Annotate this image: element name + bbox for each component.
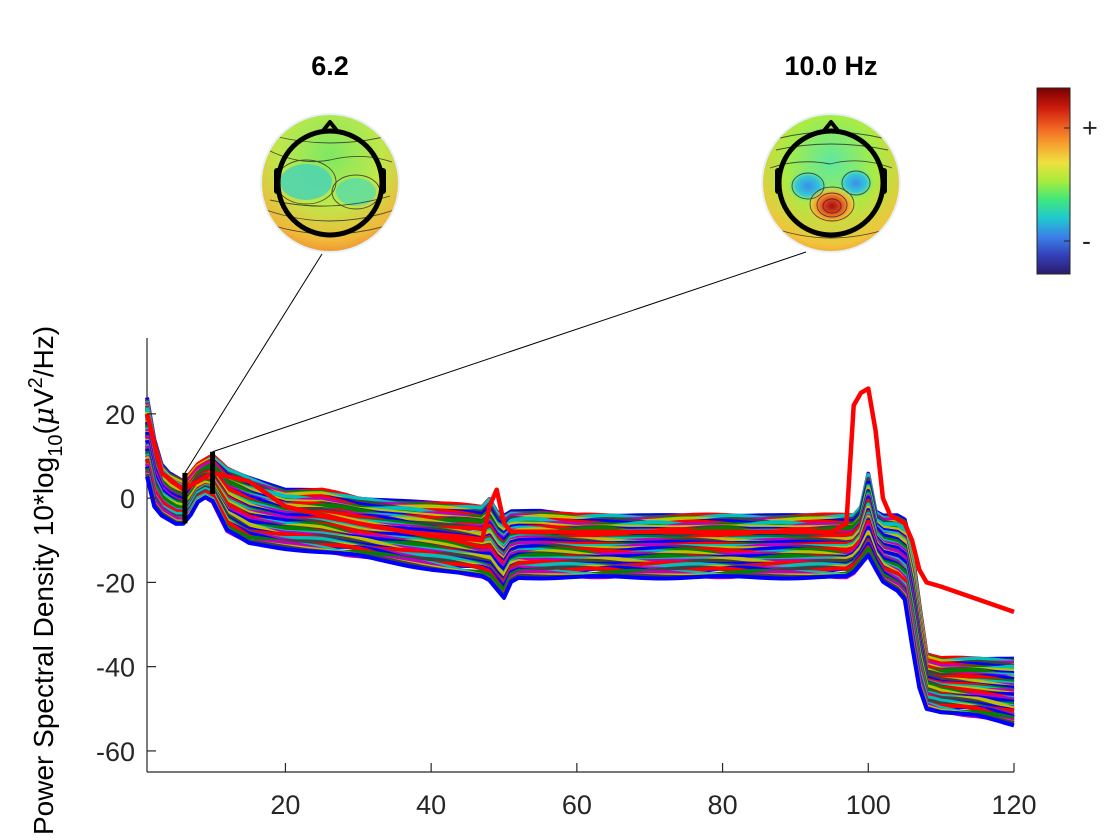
psd-channel-line [145, 476, 1015, 728]
topoplot-6-2: 6.2 [260, 51, 400, 253]
y-tick-label: 20 [105, 400, 135, 430]
x-tick-label: 40 [416, 790, 446, 820]
topoplot-title-10-0-hz: 10.0 Hz [784, 51, 877, 81]
y-axis-label-v: V [28, 388, 59, 407]
colorbar-minus-label: - [1082, 226, 1091, 256]
y-axis-label-open: ( [28, 425, 59, 435]
y-axis-label-sup: 2 [25, 377, 47, 388]
y-tick-label: -20 [96, 568, 135, 598]
colorbar-fill [1036, 87, 1071, 275]
y-axis-label-close: /Hz) [28, 326, 59, 377]
x-ticks: 20 40 60 80 100 120 [270, 763, 1037, 820]
freq-markers [182, 451, 216, 524]
colorbar: + - [1036, 87, 1098, 275]
y-axis-label-sub: 10 [45, 435, 67, 457]
y-tick-label: -60 [96, 737, 135, 767]
topoplot-title-6-2: 6.2 [311, 51, 349, 81]
y-axis-label-main: Power Spectral Density 10*log [28, 457, 59, 835]
y-tick-label: 0 [120, 484, 135, 514]
psd-axes: 20 40 60 80 100 120 20 0 -20 -40 -60 [96, 338, 1037, 820]
x-tick-label: 80 [708, 790, 738, 820]
psd-outlier-channel-line [144, 386, 1015, 615]
y-axis-label-mu: μ [27, 407, 60, 425]
y-ticks: 20 0 -20 -40 -60 [96, 400, 156, 767]
x-tick-label: 120 [991, 790, 1036, 820]
colorbar-plus-label: + [1082, 113, 1098, 143]
x-tick-label: 20 [270, 790, 300, 820]
x-tick-label: 60 [562, 790, 592, 820]
connector-line-6-2 [184, 253, 323, 474]
plot-layer [144, 386, 1015, 728]
y-axis-label: Power Spectral Density 10*log10(μV2/Hz) [25, 326, 67, 835]
topoplot-10-0-hz: 10.0 Hz [761, 51, 901, 253]
y-tick-label: -40 [96, 653, 135, 683]
connector-line-10-0-hz [212, 251, 807, 453]
x-tick-label: 100 [846, 790, 891, 820]
